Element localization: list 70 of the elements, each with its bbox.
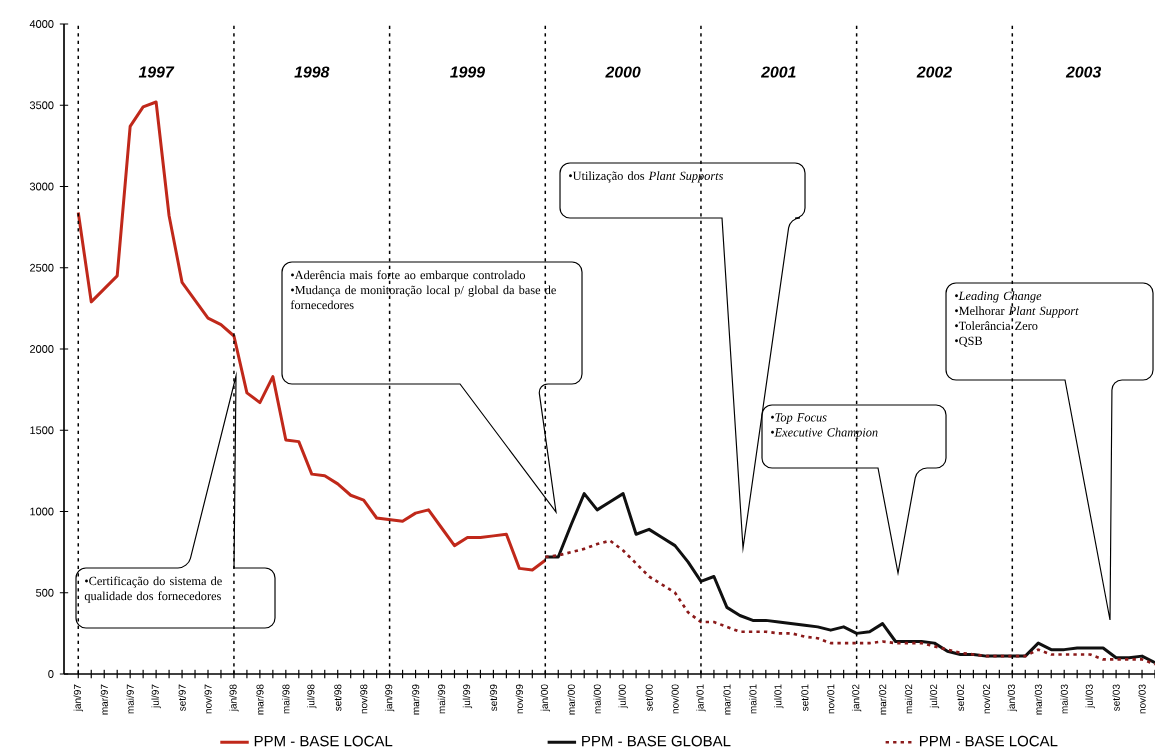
x-tick-label: nov/00: [671, 684, 679, 714]
x-tick-label: mai/03: [1060, 684, 1068, 714]
x-tick-label: jan/99: [384, 684, 395, 712]
x-tick-label: jul/97: [151, 684, 161, 709]
x-tick-label: set/99: [489, 684, 498, 712]
legend-label: PPM - BASE LOCAL: [254, 735, 393, 747]
x-tick-label: mar/98: [256, 684, 264, 715]
y-tick-label: 1500: [30, 426, 54, 435]
annotation: 2000: [605, 66, 641, 78]
x-tick-label: set/00: [645, 684, 653, 712]
x-tick-label: mar/01: [723, 684, 731, 715]
x-tick-label: nov/03: [1138, 684, 1146, 714]
x-tick-label: jul/03: [1085, 684, 1095, 709]
y-tick-label: 4000: [29, 20, 54, 28]
x-tick-label: nov/99: [515, 684, 524, 714]
x-tick-label: mar/97: [100, 684, 108, 715]
x-tick-label: nov/02: [982, 684, 991, 714]
x-tick-label: mai/01: [749, 684, 757, 714]
x-tick-label: set/97: [178, 684, 186, 712]
x-tick-label: jan/98: [229, 684, 239, 712]
x-tick-label: jan/97: [73, 684, 83, 712]
y-tick-label: 3500: [29, 101, 54, 110]
x-tick-label: mai/00: [593, 684, 601, 714]
x-tick-label: jan/01: [696, 684, 706, 712]
annotation: •Top Focus: [771, 413, 827, 425]
x-tick-label: nov/01: [826, 684, 835, 714]
x-tick-label: mar/02: [878, 684, 887, 715]
legend-label: PPM - BASE GLOBAL: [582, 735, 731, 747]
x-tick-label: jan/03: [1007, 684, 1017, 712]
annotation: 1999: [450, 66, 485, 78]
x-tick-label: mai/02: [904, 684, 913, 714]
x-tick-label: set/03: [1112, 684, 1120, 712]
x-tick-label: jul/98: [307, 684, 317, 709]
x-tick-label: jul/02: [929, 684, 940, 709]
annotation: •Tolerância Zero: [955, 321, 1038, 331]
y-tick-label: 0: [48, 670, 54, 678]
x-tick-label: set/02: [956, 684, 965, 712]
annotation: 2002: [916, 66, 952, 78]
x-tick-label: jul/00: [618, 684, 628, 709]
annotation: 1997: [138, 66, 175, 78]
x-tick-label: jul/99: [462, 684, 473, 709]
x-tick-label: mai/98: [282, 684, 290, 714]
annotation: •Executive Champion: [771, 427, 878, 440]
y-tick-label: 3000: [29, 182, 54, 191]
y-tick-label: 2000: [30, 345, 54, 353]
x-tick-label: nov/97: [204, 684, 212, 714]
x-tick-label: nov/98: [359, 684, 368, 714]
x-tick-label: set/01: [801, 684, 809, 712]
annotation: •Leading Change: [955, 291, 1042, 303]
x-tick-label: mar/00: [567, 684, 575, 715]
x-tick-label: mar/03: [1034, 684, 1042, 715]
annotation: •Utilização dos Plant Supports: [569, 171, 723, 183]
annotation: 2001: [760, 66, 796, 78]
x-tick-label: set/98: [334, 684, 342, 712]
annotation: •Aderência mais forte ao embarque controlado: [291, 270, 526, 282]
x-tick-label: jul/01: [774, 684, 784, 709]
annotation: 2003: [1065, 66, 1102, 78]
y-tick-label: 500: [36, 588, 54, 597]
annotation: •Mudança de monitoração local p/ global da base de fornecedores: [290, 285, 556, 310]
x-tick-label: jan/02: [851, 684, 862, 712]
y-tick-label: 2500: [30, 263, 54, 272]
annotation: 1998: [294, 66, 330, 78]
y-tick-label: 1000: [30, 507, 54, 516]
x-tick-label: jan/00: [540, 684, 550, 712]
x-tick-label: mai/99: [437, 684, 446, 714]
x-tick-label: mai/97: [126, 684, 134, 714]
x-tick-label: mar/99: [411, 684, 420, 715]
annotation: •Melhorar Plant Support: [955, 306, 1079, 318]
annotation: •QSB: [955, 336, 983, 347]
legend-label: PPM - BASE LOCAL: [919, 735, 1058, 747]
